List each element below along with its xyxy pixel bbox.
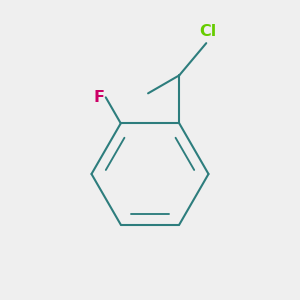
Text: F: F [93, 90, 104, 105]
Text: Cl: Cl [199, 24, 216, 39]
